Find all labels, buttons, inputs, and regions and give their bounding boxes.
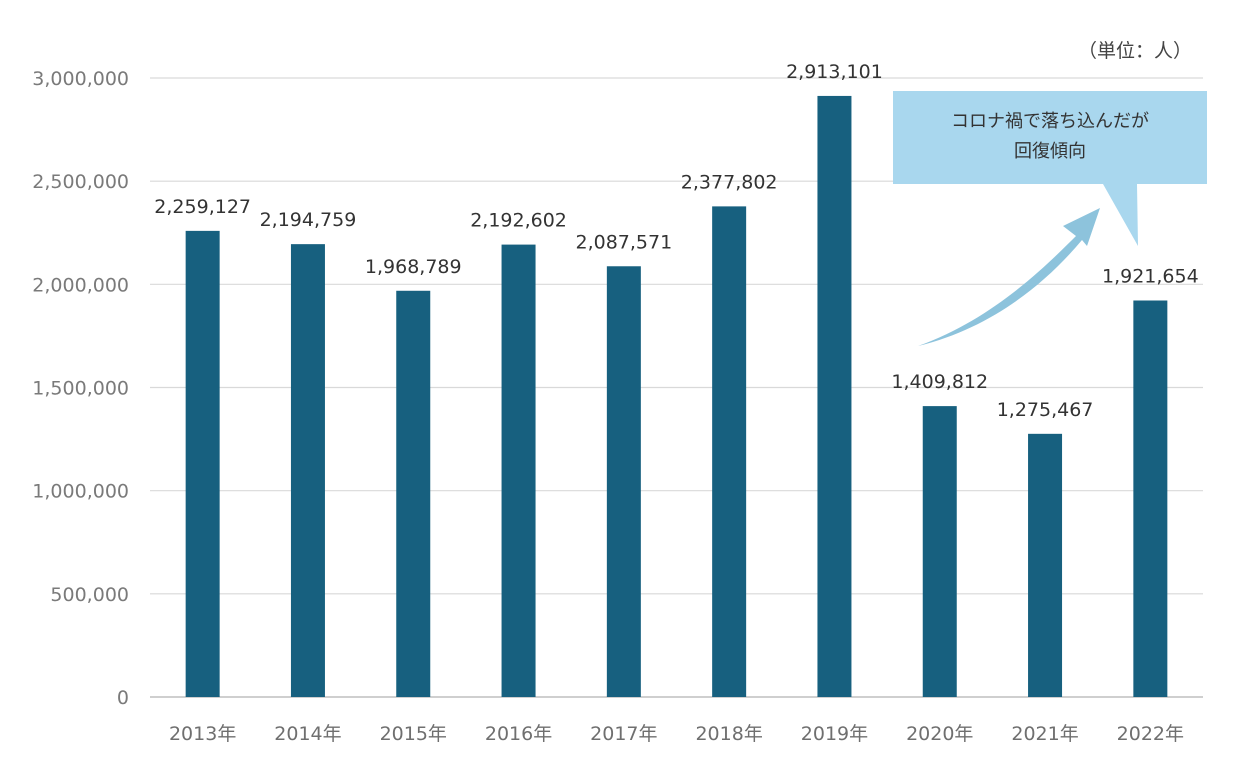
- value-label: 2,913,101: [786, 61, 883, 83]
- unit-label: （単位：人）: [1077, 40, 1192, 62]
- x-tick-label: 2021年: [1011, 723, 1078, 745]
- y-tick-label: 2,000,000: [32, 274, 129, 296]
- callout-line-1: コロナ禍で落ち込んだが: [951, 111, 1149, 132]
- x-tick-label: 2013年: [169, 723, 236, 745]
- x-tick-label: 2020年: [906, 723, 973, 745]
- value-label: 1,968,789: [365, 256, 462, 278]
- bar: [1133, 300, 1168, 697]
- bars: [185, 95, 1168, 697]
- value-labels: 2,259,127 2,194,759 1,968,789 2,192,602 2,08…: [154, 61, 1198, 421]
- value-label: 2,087,571: [575, 231, 672, 253]
- y-axis-tick-labels: 0 500,000 1,000,000 1,500,000 2,000,000 2,500…: [32, 68, 129, 709]
- x-tick-label: 2016年: [485, 723, 552, 745]
- value-label: 1,409,812: [891, 371, 988, 393]
- x-tick-label: 2017年: [590, 723, 657, 745]
- callout-line-2: 回復傾向: [1014, 141, 1086, 162]
- y-tick-label: 0: [117, 687, 129, 709]
- y-tick-label: 1,000,000: [32, 481, 129, 503]
- value-label: 2,194,759: [260, 209, 357, 231]
- bar: [922, 406, 957, 697]
- bar: [712, 206, 747, 697]
- bar: [501, 244, 536, 697]
- y-tick-label: 3,000,000: [32, 68, 129, 90]
- x-axis-tick-labels: 2013年 2014年 2015年 2016年 2017年 2018年 2019年 2020年…: [169, 723, 1184, 745]
- bar: [185, 230, 220, 697]
- bar: [1028, 433, 1063, 697]
- value-label: 2,192,602: [470, 210, 567, 232]
- y-tick-label: 2,500,000: [32, 171, 129, 193]
- value-label: 2,259,127: [154, 196, 251, 218]
- y-tick-label: 1,500,000: [32, 378, 129, 400]
- value-label: 1,921,654: [1102, 265, 1199, 287]
- value-label: 2,377,802: [681, 171, 778, 193]
- bar: [290, 244, 325, 697]
- callout-text: コロナ禍で落ち込んだが 回復傾向: [893, 107, 1207, 167]
- callout: [893, 91, 1207, 346]
- x-tick-label: 2022年: [1117, 723, 1184, 745]
- x-tick-label: 2018年: [695, 723, 762, 745]
- value-label: 1,275,467: [997, 399, 1094, 421]
- x-tick-label: 2015年: [380, 723, 447, 745]
- x-tick-label: 2019年: [801, 723, 868, 745]
- y-tick-label: 500,000: [50, 584, 129, 606]
- bar: [606, 266, 641, 697]
- x-tick-label: 2014年: [274, 723, 341, 745]
- recovery-arrow: [918, 208, 1100, 346]
- bar: [817, 95, 852, 697]
- callout-box: [893, 91, 1207, 246]
- gridlines: [150, 77, 1203, 698]
- bar: [396, 290, 431, 697]
